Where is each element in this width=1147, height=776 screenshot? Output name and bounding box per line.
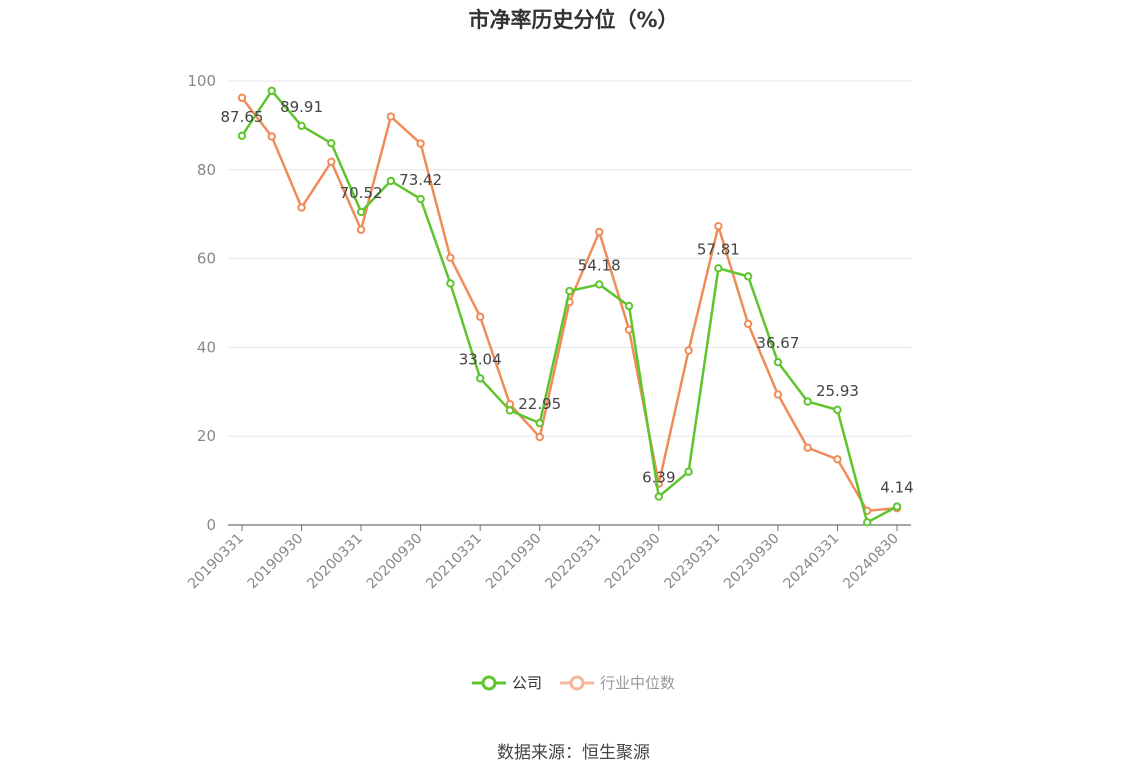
line-chart: 0 20 40 60 80 100 2019033120190930202003312020… (185, 72, 914, 592)
data-label: 36.67 (756, 334, 799, 352)
line-marker-icon (560, 675, 594, 690)
data-point (267, 132, 276, 141)
data-label: 33.04 (459, 350, 502, 368)
data-point (654, 492, 664, 501)
data-point (267, 86, 276, 95)
x-tick-label: 20240830 (840, 531, 902, 593)
x-tick-label: 20230331 (661, 531, 723, 593)
data-label: 87.65 (221, 108, 264, 126)
data-point (684, 467, 693, 476)
data-point (743, 272, 753, 281)
data-point (446, 279, 455, 288)
x-tick-label: 20210331 (423, 531, 485, 593)
data-point (475, 374, 485, 383)
data-point (624, 301, 634, 311)
data-point (297, 203, 306, 212)
data-point (237, 93, 247, 103)
data-point (803, 397, 812, 406)
gridlines (228, 80, 911, 437)
y-tick-label: 20 (197, 427, 216, 445)
data-point (505, 406, 515, 415)
data-point (416, 139, 425, 148)
data-point (595, 227, 604, 237)
series (237, 86, 902, 527)
x-tick-label: 20200930 (364, 531, 426, 593)
legend-label: 行业中位数 (600, 674, 676, 692)
data-label: 89.91 (280, 98, 323, 116)
data-label: 57.81 (697, 240, 740, 258)
y-tick-label: 80 (197, 161, 216, 179)
legend-item-company[interactable]: 公司 (471, 672, 542, 693)
data-point (684, 346, 693, 355)
data-point (237, 131, 247, 141)
data-point (714, 264, 723, 273)
data-point (773, 357, 783, 367)
legend: 公司 行业中位数 (0, 672, 1147, 693)
x-tick-label: 20200331 (304, 531, 366, 593)
data-point (863, 518, 872, 527)
y-tick-label: 0 (206, 516, 216, 534)
data-label: 4.14 (880, 479, 913, 497)
data-point (773, 390, 783, 399)
x-tick-label: 20230930 (721, 531, 783, 593)
data-point (327, 138, 336, 148)
data-label: 6.39 (642, 469, 675, 487)
line-marker-icon (471, 675, 506, 690)
data-point (535, 432, 544, 442)
data-point (386, 112, 396, 121)
legend-item-industry[interactable]: 行业中位数 (560, 672, 675, 693)
data-point (535, 418, 544, 428)
data-point (416, 194, 425, 204)
data-labels: 87.65 89.91 70.52 73.42 33.04 22.95 54.18 6.39 5… (221, 98, 914, 497)
data-point (565, 286, 574, 296)
data-point (833, 455, 842, 464)
data-label: 25.93 (816, 382, 859, 400)
y-tick-label: 60 (197, 250, 216, 268)
data-point (297, 121, 306, 130)
data-point (356, 207, 366, 217)
data-source: 数据来源：恒生聚源 (497, 743, 650, 763)
data-point (595, 280, 604, 289)
chart-title: 市净率历史分位（%） (468, 8, 679, 32)
data-point (743, 319, 753, 329)
y-tick-label: 40 (197, 338, 216, 356)
legend-label: 公司 (511, 674, 542, 692)
data-point (356, 225, 366, 234)
x-tick-label: 20190331 (185, 531, 247, 593)
x-tick-label: 20190930 (245, 531, 307, 593)
data-label: 73.42 (399, 171, 442, 189)
x-tick-label: 20220930 (602, 531, 664, 593)
y-tick-label: 100 (187, 72, 216, 90)
data-point (833, 405, 842, 415)
data-point (446, 253, 455, 262)
data-point (803, 443, 812, 452)
data-point (714, 221, 723, 231)
axes: 0 20 40 60 80 100 2019033120190930202003312020… (185, 72, 911, 592)
data-label: 22.95 (518, 395, 561, 413)
data-point (892, 502, 902, 511)
x-tick-label: 20240331 (781, 531, 843, 593)
data-point (327, 157, 336, 167)
data-label: 54.18 (578, 256, 621, 274)
x-tick-label: 20210930 (483, 531, 545, 593)
x-tick-label: 20220331 (542, 531, 604, 593)
data-point (386, 176, 396, 186)
data-point (475, 312, 485, 321)
data-label: 70.52 (340, 184, 383, 202)
